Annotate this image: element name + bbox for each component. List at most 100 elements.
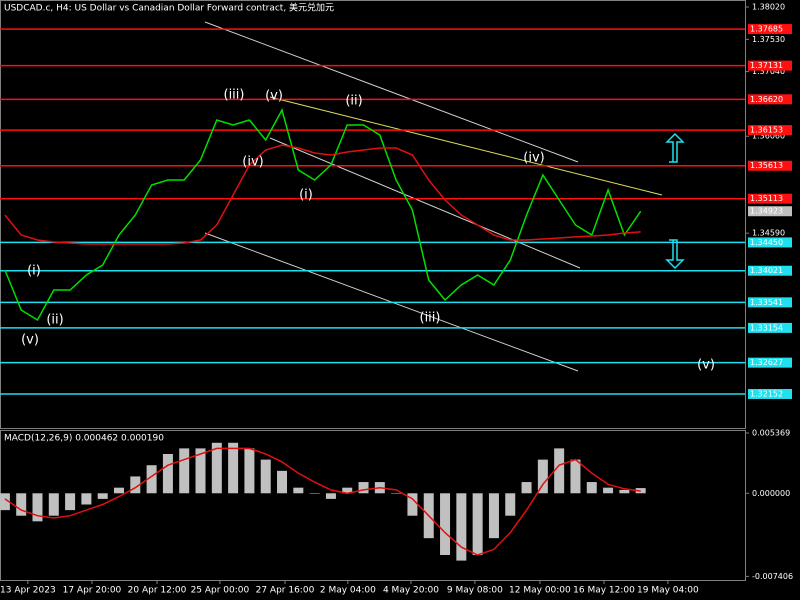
level-label-box	[748, 125, 792, 136]
y-tick-label: -0.007406	[752, 572, 793, 581]
level-label-box	[748, 94, 792, 105]
trend-line	[269, 96, 663, 196]
channel-line	[269, 137, 581, 269]
macd-bar	[293, 487, 304, 494]
level-label: 1.35113	[750, 194, 783, 203]
macd-bar	[488, 493, 499, 539]
x-tick-label: 17 Apr 20:00	[63, 586, 122, 596]
macd-bar	[342, 487, 353, 494]
macd-bar	[32, 493, 43, 522]
level-label: 1.34450	[750, 238, 783, 247]
level-label-box	[748, 357, 792, 368]
macd-bar	[260, 459, 271, 494]
y-tick-label: 1.37040	[752, 67, 785, 76]
level-label: 1.37131	[750, 61, 783, 70]
macd-bar	[146, 465, 157, 494]
macd-bar	[211, 442, 222, 494]
macd-bar	[456, 493, 467, 561]
level-label: 1.32627	[750, 358, 783, 367]
level-label: 1.33541	[750, 298, 783, 307]
macd-bar	[407, 493, 418, 516]
up-arrow	[665, 132, 685, 163]
level-label-box	[748, 24, 792, 35]
macd-bar	[48, 493, 59, 516]
level-label: 1.34021	[750, 266, 783, 275]
last-price-box	[748, 206, 792, 217]
level-label: 1.35613	[750, 161, 783, 170]
macd-bar	[277, 470, 288, 494]
y-tick-label: 1.37530	[752, 35, 785, 44]
y-tick-label: 1.38020	[752, 2, 785, 11]
wave-label: (v)	[265, 89, 283, 104]
x-tick-label: 2 May 04:00	[320, 586, 376, 596]
macd-bar	[570, 459, 581, 494]
y-tick-label: 0.005369	[752, 429, 790, 438]
x-tick-label: 19 May 04:00	[637, 586, 699, 596]
macd-bar	[472, 493, 483, 555]
macd-bar	[228, 442, 239, 494]
level-label-box	[748, 60, 792, 71]
wave-label: (iv)	[523, 151, 544, 166]
x-tick-label: 16 May 12:00	[573, 586, 635, 596]
macd-bar	[179, 448, 190, 494]
wave-label: (ii)	[345, 94, 362, 109]
x-tick-label: 12 May 00:00	[509, 586, 571, 596]
wave-label: (i)	[27, 264, 41, 279]
level-label: 1.36153	[750, 126, 783, 135]
macd-title: MACD(12,26,9) 0.000462 0.000190	[4, 434, 164, 444]
level-label-box	[748, 297, 792, 308]
wave-label: (i)	[299, 188, 313, 203]
y-tick-label: 0.000000	[752, 489, 790, 498]
macd-bar	[195, 448, 206, 494]
level-label-box	[748, 388, 792, 399]
wave-label: (ii)	[46, 313, 63, 328]
wave-label: (iii)	[420, 311, 441, 326]
y-tick-label: 1.36060	[752, 132, 785, 141]
macd-bar	[16, 493, 27, 516]
macd-bar	[521, 482, 532, 494]
level-label-box	[748, 237, 792, 248]
macd-bar	[391, 493, 402, 494]
macd-bar	[114, 487, 125, 494]
level-label: 1.36620	[750, 95, 783, 104]
macd-bar	[130, 476, 141, 494]
wave-label: (v)	[697, 358, 715, 373]
level-label-box	[748, 160, 792, 171]
x-tick-label: 25 Apr 00:00	[191, 586, 250, 596]
macd-bar	[309, 493, 320, 494]
down-arrow	[665, 239, 685, 270]
level-label-box	[748, 322, 792, 333]
x-tick-label: 27 Apr 16:00	[256, 586, 315, 596]
level-label: 1.37685	[750, 25, 783, 34]
macd-bar	[537, 459, 548, 494]
main-frame	[0, 0, 746, 429]
macd-bar	[586, 482, 597, 494]
macd-bar	[81, 493, 92, 505]
level-label: 1.32152	[750, 389, 783, 398]
macd-bar	[505, 493, 516, 516]
macd-bar	[244, 448, 255, 494]
signal-line	[4, 447, 641, 556]
chart-title: USDCAD.c, H4: US Dollar vs Canadian Doll…	[4, 2, 334, 14]
macd-bar	[440, 493, 451, 555]
x-tick-label: 4 May 20:00	[383, 586, 439, 596]
macd-bar	[619, 489, 630, 494]
macd-bar	[603, 487, 614, 494]
wave-label: (iii)	[224, 88, 245, 103]
channel-line	[204, 21, 579, 163]
ma-line	[4, 144, 641, 245]
macd-bar	[325, 493, 336, 499]
price-line	[4, 107, 642, 322]
last-price-label: 1.34923	[750, 207, 783, 216]
level-label-box	[748, 193, 792, 204]
wave-label: (v)	[21, 333, 39, 348]
macd-bar	[554, 448, 565, 494]
macd-bar	[65, 493, 76, 511]
y-tick-label: 1.34590	[752, 229, 785, 238]
macd-bar	[97, 493, 108, 499]
x-tick-label: 20 Apr 12:00	[128, 586, 187, 596]
level-label: 1.33154	[750, 323, 783, 332]
x-tick-label: 13 Apr 2023	[0, 586, 56, 596]
x-tick-label: 9 May 08:00	[447, 586, 503, 596]
